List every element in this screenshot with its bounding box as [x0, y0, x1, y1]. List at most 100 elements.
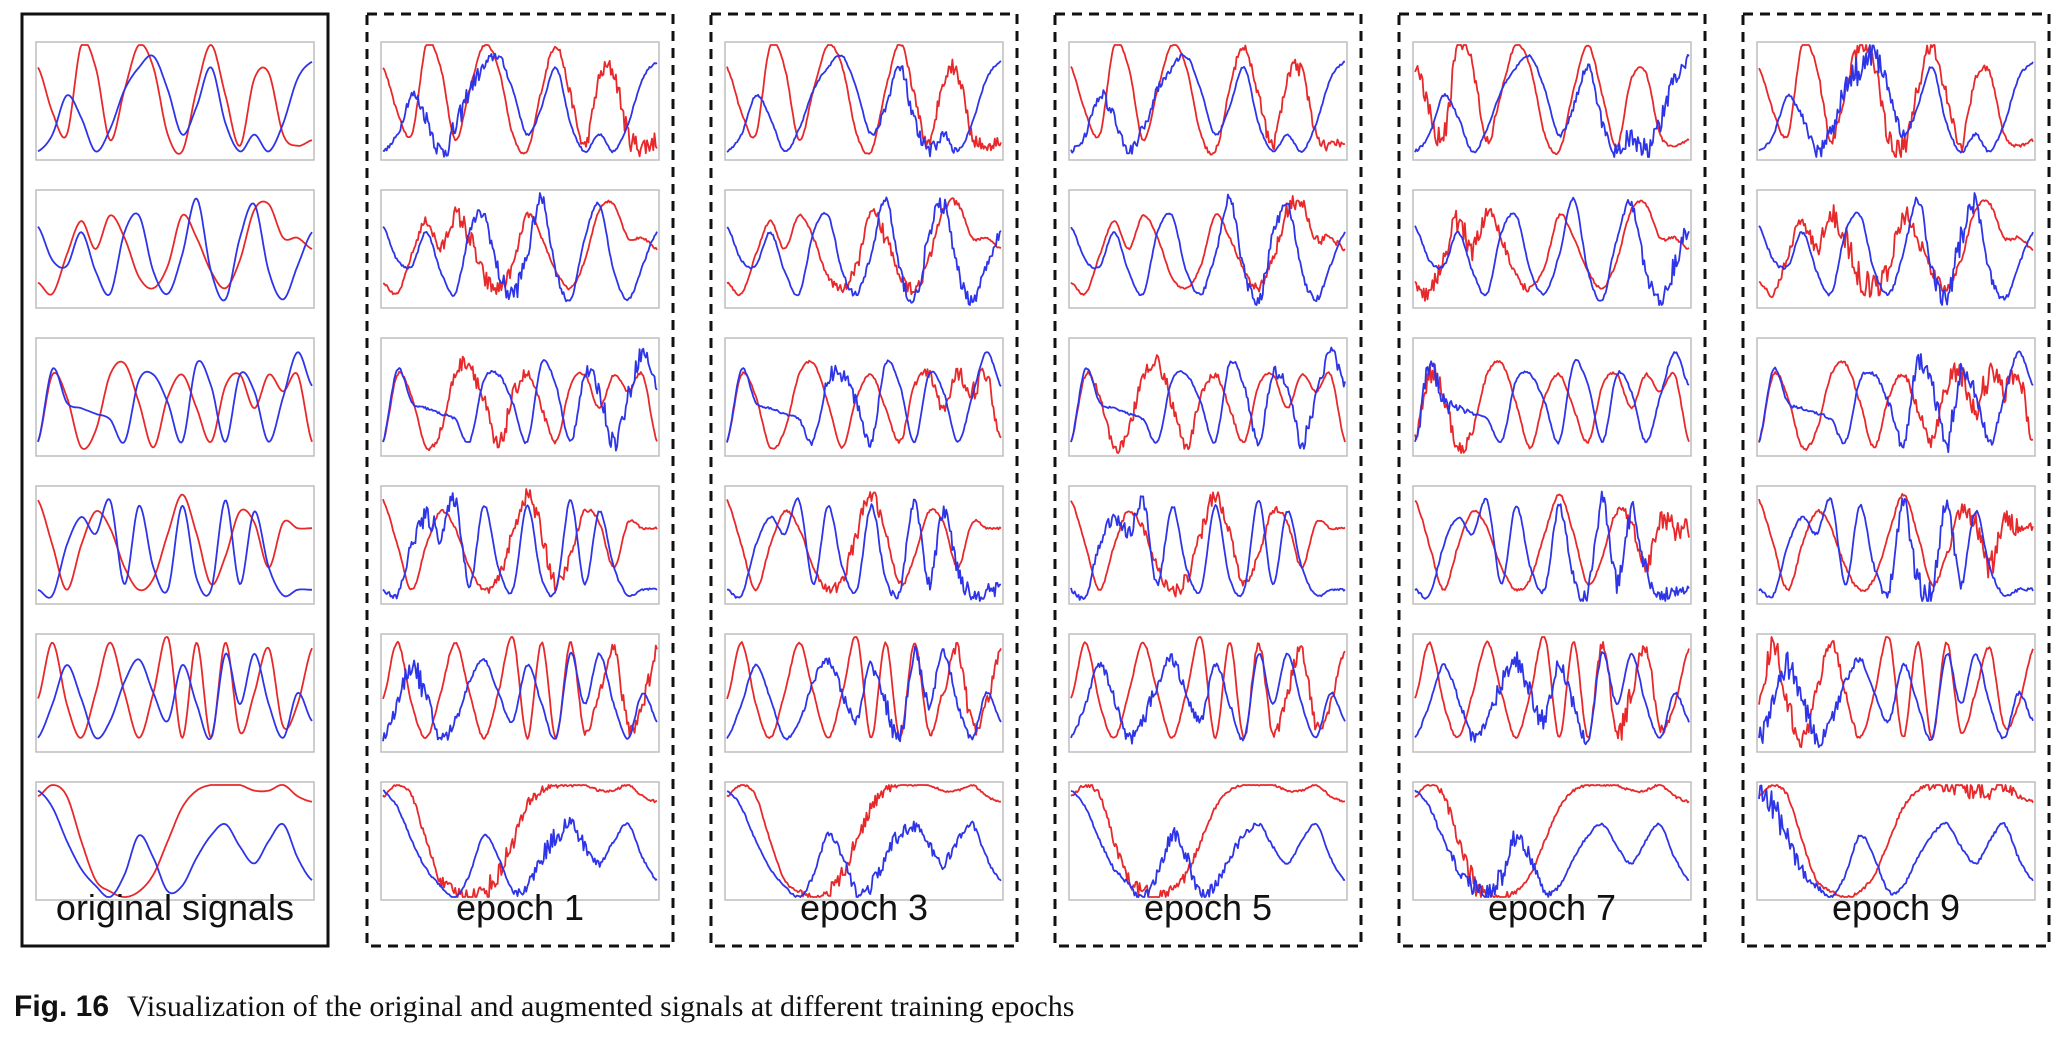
signal-line-red [726, 359, 1002, 450]
signal-line-blue [382, 651, 658, 742]
column-4: epoch 5 [1053, 12, 1363, 948]
figure-caption: Fig. 16 Visualization of the original and… [14, 990, 1074, 1024]
signal-line-blue [726, 790, 1002, 898]
signal-line-blue [1758, 350, 2034, 454]
column-frame [709, 12, 1019, 948]
signal-line-red [382, 355, 658, 452]
column-label: epoch 1 [456, 887, 584, 928]
panel-frame [380, 189, 660, 309]
signal-line-red [37, 784, 313, 898]
panel-frame [380, 781, 660, 901]
signal-line-red [1070, 44, 1346, 156]
signal-line-red [37, 360, 313, 450]
signal-line-blue [1414, 351, 1690, 445]
signal-line-blue [1758, 497, 2034, 602]
panel-frame [1756, 41, 2036, 161]
signal-line-blue [1758, 784, 2034, 898]
column-frame [1397, 12, 1707, 948]
signal-line-blue [1758, 44, 2034, 158]
panel-frame [1068, 781, 1348, 901]
signal-line-red [1414, 44, 1690, 155]
panel-frame [380, 41, 660, 161]
signal-line-blue [37, 652, 313, 740]
signal-line-red [1070, 195, 1346, 296]
signal-line-red [382, 488, 658, 594]
signal-line-red [382, 784, 658, 898]
panel-frame [1756, 189, 2036, 309]
column-frame [20, 12, 330, 948]
column-frame [1741, 12, 2051, 948]
signal-line-red [1070, 354, 1346, 454]
signal-line-red [1758, 360, 2034, 451]
signal-line-blue [1070, 652, 1346, 745]
panel-frame [1068, 41, 1348, 161]
panel-frame [724, 41, 1004, 161]
signal-line-blue [1070, 53, 1346, 155]
panel-frame [1412, 189, 1692, 309]
figure: original signals epoch 1 epoch 3 epoch 5 epo… [20, 12, 2051, 948]
signal-line-blue [1414, 490, 1690, 602]
signal-line-blue [1414, 651, 1690, 746]
panel-frame [724, 781, 1004, 901]
signal-line-blue [1070, 346, 1346, 450]
panel-frame [1756, 781, 2036, 901]
signal-line-blue [37, 54, 313, 153]
signal-line-blue [382, 492, 658, 600]
column-6: epoch 9 [1741, 12, 2051, 948]
signal-line-blue [1070, 495, 1346, 601]
signal-line-blue [37, 197, 313, 302]
signal-line-blue [726, 351, 1002, 448]
signal-line-red [382, 199, 658, 296]
signal-line-blue [726, 54, 1002, 158]
signal-line-red [726, 44, 1002, 155]
panel-frame [35, 189, 315, 309]
column-label: epoch 9 [1832, 887, 1960, 928]
column-label: original signals [56, 887, 294, 928]
column-3: epoch 3 [709, 12, 1019, 948]
panel-frame [1412, 781, 1692, 901]
signal-line-red [1758, 44, 2034, 158]
signal-line-blue [382, 52, 658, 158]
signal-line-red [726, 197, 1002, 297]
column-label: epoch 7 [1488, 887, 1616, 928]
signal-line-blue [37, 498, 312, 599]
column-frame [365, 12, 675, 948]
caption-text: Visualization of the original and augmen… [127, 990, 1075, 1023]
caption-label: Fig. 16 [14, 990, 110, 1023]
signal-line-red [726, 784, 1002, 898]
column-1: original signals [20, 12, 330, 948]
signal-line-red [1414, 784, 1690, 898]
signal-line-red [1758, 493, 2034, 593]
column-label: epoch 3 [800, 887, 928, 928]
signal-line-blue [37, 351, 313, 444]
signal-line-red [1414, 360, 1690, 454]
signal-line-blue [1070, 789, 1346, 898]
panel-frame [35, 337, 315, 457]
signal-line-blue [726, 645, 1002, 743]
signal-line-blue [382, 789, 658, 898]
panel-frame [1412, 337, 1692, 457]
signal-line-red [1070, 784, 1345, 898]
signal-line-blue [382, 347, 658, 452]
signal-line-blue [1758, 651, 2034, 748]
signal-line-blue [1758, 192, 2034, 306]
panel-frame [724, 337, 1004, 457]
signal-line-blue [37, 789, 313, 898]
signal-line-blue [1414, 196, 1690, 306]
column-label: epoch 5 [1144, 887, 1272, 928]
signal-line-blue [1070, 193, 1346, 306]
signal-line-red [37, 493, 312, 592]
panel-frame [1068, 189, 1348, 309]
panel-frame [724, 189, 1004, 309]
signal-line-red [1414, 493, 1690, 592]
panel-frame [35, 781, 315, 901]
signal-line-red [1758, 199, 2034, 298]
signal-line-red [1758, 784, 2034, 898]
signal-line-red [382, 44, 658, 158]
signal-line-red [1070, 491, 1346, 598]
column-frame [1053, 12, 1363, 948]
column-2: epoch 1 [365, 12, 675, 948]
panel-frame [1068, 337, 1348, 457]
panel-frame [1756, 337, 2036, 457]
signal-line-red [37, 200, 313, 296]
